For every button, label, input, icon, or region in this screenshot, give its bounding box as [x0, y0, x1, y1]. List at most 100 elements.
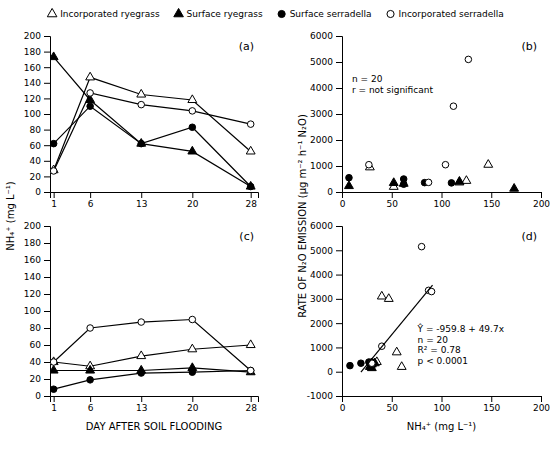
- tick-mark: [392, 396, 393, 402]
- axis-line: [51, 397, 259, 403]
- tick: 200: [533, 192, 550, 209]
- data-point: [188, 344, 197, 352]
- tick-mark: [44, 328, 50, 329]
- tick-mark: [442, 396, 443, 402]
- tick-label: 3000: [310, 294, 333, 304]
- data-point: [247, 367, 254, 374]
- tick: 0: [327, 187, 342, 197]
- tick: 0: [340, 396, 346, 413]
- legend: Incorporated ryegrass Surface ryegrass Sur…: [47, 8, 504, 19]
- annotation: Ŷ = -959.8 + 49.7xn = 20R² = 0.78p < 0.0…: [417, 323, 505, 366]
- annotation-line: n = 20: [418, 335, 449, 345]
- tick: 160: [24, 63, 50, 73]
- tick-label: 120: [24, 94, 41, 104]
- y-axis-title: RATE OF N₂O EMISSION (μg m⁻² h⁻¹ N₂O): [297, 114, 308, 318]
- panel-label: (c): [239, 230, 254, 243]
- tick-mark: [336, 275, 342, 276]
- tick-mark: [336, 372, 342, 373]
- tick: 28: [245, 396, 257, 413]
- tick-label: 120: [24, 289, 41, 299]
- axis: 020406080100120140160180200: [24, 221, 51, 401]
- tick-label: 3000: [310, 109, 333, 119]
- tick-label: 2000: [310, 135, 333, 145]
- tick: 140: [24, 272, 50, 282]
- legend-marker: [278, 10, 285, 17]
- data-point: [510, 184, 519, 192]
- tick: 13: [136, 192, 147, 209]
- data-point: [87, 377, 94, 384]
- tick-label: 80: [30, 323, 42, 333]
- tick: 0: [340, 192, 346, 209]
- tick: 20: [30, 172, 50, 182]
- axis-line: [336, 37, 343, 193]
- data-point: [137, 351, 146, 359]
- series-line: [54, 57, 251, 186]
- tick-mark: [336, 62, 342, 63]
- series-line: [54, 106, 251, 186]
- data-point: [384, 294, 393, 302]
- chart-root: 16132028020406080100120140160180200(a)NH…: [0, 0, 551, 451]
- tick-mark: [44, 379, 50, 380]
- data-point: [425, 179, 432, 186]
- tick: 40: [30, 156, 50, 166]
- tick: 6: [88, 192, 94, 209]
- tick-label: 100: [433, 403, 450, 413]
- y-axis-title: NH₄⁺ (mg L⁻¹): [5, 181, 16, 250]
- data-point: [358, 360, 365, 367]
- data-point: [389, 178, 398, 186]
- legend-item: Incorporated ryegrass: [47, 8, 160, 19]
- tick: 100: [24, 306, 50, 316]
- legend-marker: [387, 10, 394, 17]
- series-line: [54, 371, 251, 390]
- tick: 180: [24, 47, 50, 57]
- data-point: [50, 357, 58, 365]
- tick-label: 6: [88, 199, 94, 209]
- tick-mark: [44, 192, 50, 193]
- panel-label: (d): [521, 230, 537, 243]
- tick-mark: [44, 226, 50, 227]
- panel-label: (b): [521, 40, 537, 53]
- tick-label: 180: [24, 238, 41, 248]
- data-point: [400, 181, 407, 188]
- tick: 28: [245, 192, 257, 209]
- tick-label: 180: [24, 47, 41, 57]
- legend-item: Incorporated serradella: [387, 9, 504, 19]
- tick: 160: [24, 255, 50, 265]
- tick: 20: [187, 396, 199, 413]
- plot-area: [50, 52, 255, 190]
- tick-label: -1000: [307, 391, 333, 401]
- axis-line: [343, 193, 542, 199]
- tick-label: 160: [24, 255, 41, 265]
- axis: 050100150200: [340, 396, 551, 413]
- panel: 16132028020406080100120140160180200(c): [24, 221, 259, 413]
- tick: 6000: [310, 31, 342, 41]
- legend-marker: [174, 8, 184, 16]
- tick-mark: [336, 299, 342, 300]
- panel-label: (a): [239, 40, 254, 53]
- legend-label: Surface serradella: [290, 9, 372, 19]
- tick: 50: [387, 192, 399, 209]
- tick-mark: [44, 36, 50, 37]
- tick-mark: [44, 396, 50, 397]
- tick-mark: [336, 88, 342, 89]
- data-point: [189, 108, 196, 115]
- panel: 16132028020406080100120140160180200(a): [24, 31, 259, 209]
- legend-label: Surface ryegrass: [187, 9, 263, 19]
- tick: 140: [24, 78, 50, 88]
- tick-mark: [44, 260, 50, 261]
- tick-label: 20: [187, 199, 199, 209]
- tick-mark: [336, 192, 342, 193]
- tick-mark: [44, 176, 50, 177]
- tick-label: 200: [24, 221, 41, 231]
- tick: 1000: [310, 161, 342, 171]
- tick-label: 0: [340, 403, 346, 413]
- tick: 13: [136, 396, 147, 413]
- tick-mark: [336, 140, 342, 141]
- legend-item: Surface ryegrass: [174, 8, 263, 19]
- data-point: [345, 181, 354, 189]
- tick-mark: [54, 396, 55, 402]
- tick-label: 5000: [310, 246, 333, 256]
- tick-label: 20: [30, 172, 42, 182]
- tick: 0: [35, 187, 50, 197]
- tick: 80: [30, 323, 50, 333]
